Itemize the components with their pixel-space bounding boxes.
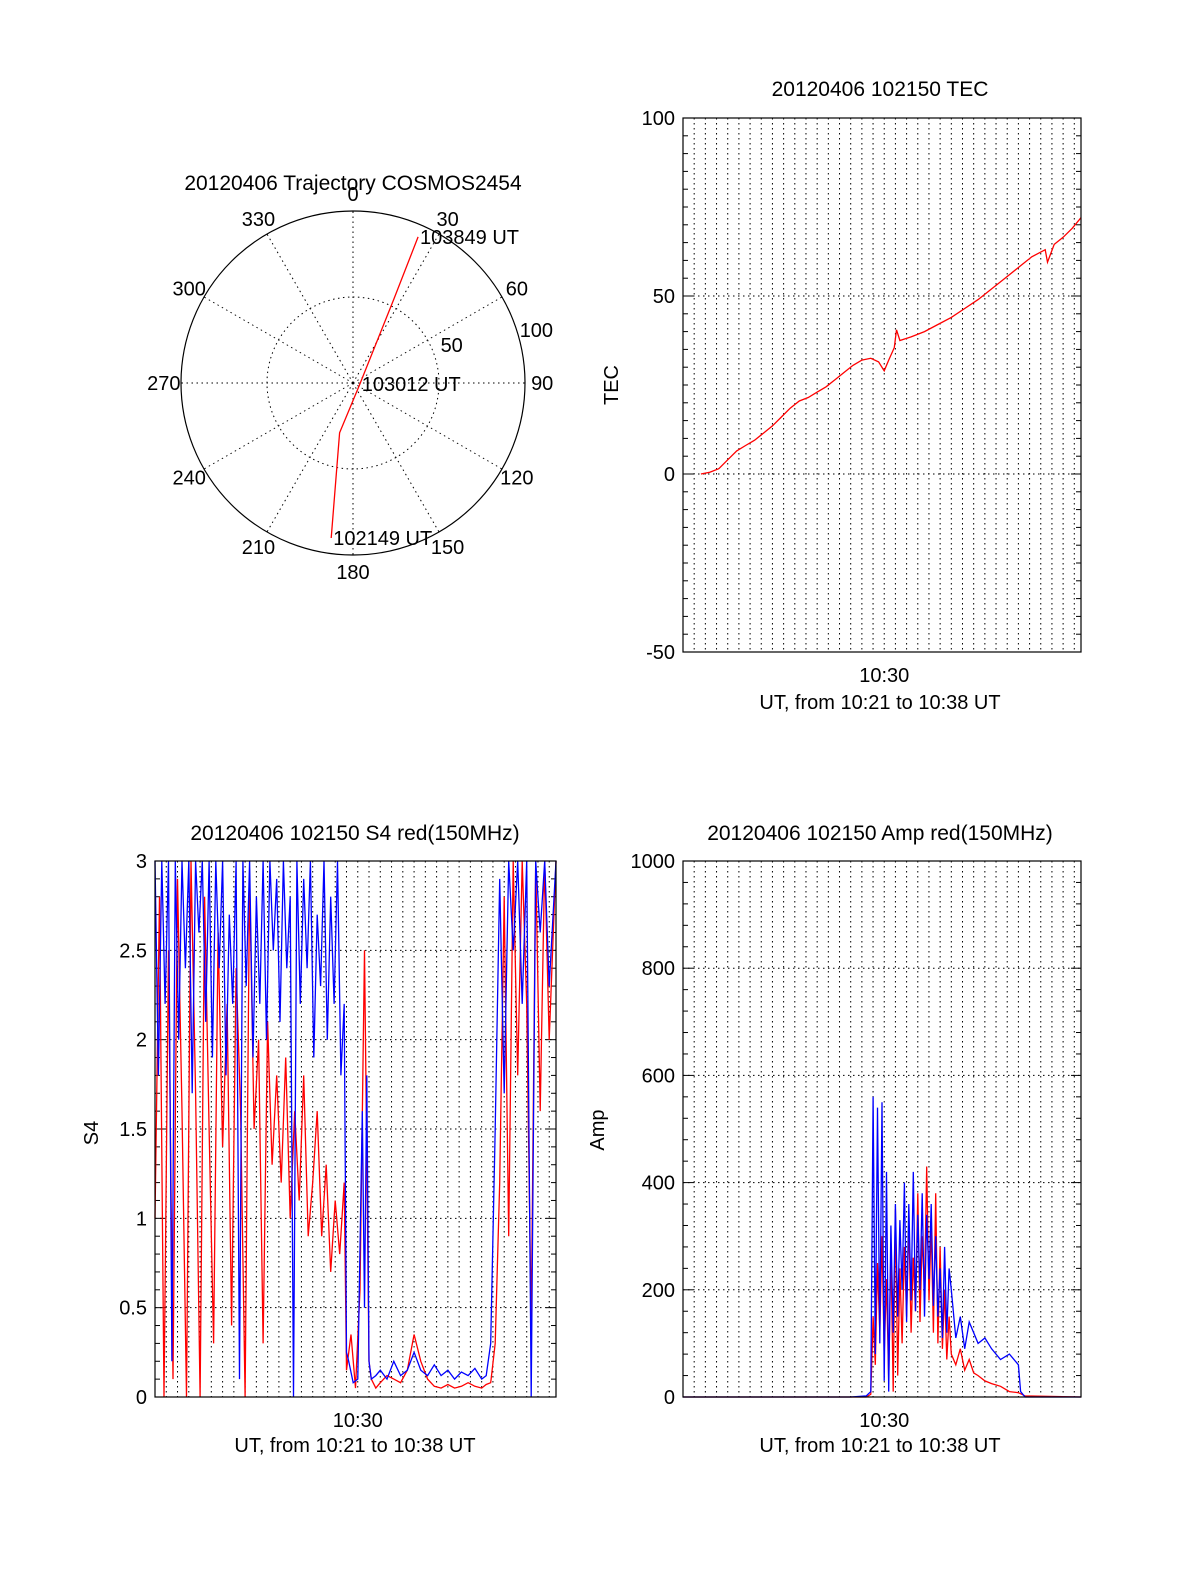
tec-plot-frame [682, 117, 1082, 653]
s4-plot-frame [154, 860, 557, 1398]
polar-trajectory-line [330, 236, 419, 539]
polar-radial-labels: 50 100 [441, 320, 554, 357]
amp-ytick-label: 600 [642, 1065, 675, 1087]
amp-ytick-label: 1000 [631, 851, 676, 873]
polar-radial-label: 100 [520, 320, 553, 342]
s4-series-blue [154, 860, 557, 1398]
polar-spoke [203, 382, 354, 470]
polar-grid [180, 210, 526, 556]
polar-time-annotation: 102149 UT [333, 528, 432, 550]
polar-angle-label: 300 [172, 278, 205, 300]
s4-ytick-label: 3 [136, 851, 147, 873]
polar-angle-label: 270 [147, 373, 180, 395]
s4-xtick-label: 10:30 [333, 1410, 383, 1432]
tec-title: 20120406 102150 TEC [772, 78, 989, 101]
polar-angle-label: 210 [242, 537, 275, 559]
amp-ytick-label: 800 [642, 958, 675, 980]
trajectory-polar-chart: 20120406 Trajectory COSMOS2454 0 30 60 90 12… [147, 172, 553, 584]
polar-angle-label: 60 [506, 278, 528, 300]
s4-ylabel: S4 [81, 1121, 103, 1145]
polar-annotations: 103849 UT 103012 UT 102149 UT [333, 227, 519, 550]
tec-xtick-label: 10:30 [859, 665, 909, 687]
polar-spoke [352, 382, 440, 533]
polar-angle-label: 330 [242, 209, 275, 231]
tec-xlabel: UT, from 10:21 to 10:38 UT [759, 692, 1000, 714]
s4-ytick-label: 1.5 [119, 1119, 147, 1141]
tec-line-chart: 20120406 102150 TEC TEC UT, from 10:21 t… [601, 78, 1082, 714]
polar-time-annotation: 103012 UT [362, 374, 461, 396]
polar-spoke [352, 296, 503, 384]
amp-series-red [683, 1166, 1082, 1398]
s4-ytick-label: 0 [136, 1387, 147, 1409]
s4-line-chart: 20120406 102150 S4 red(150MHz) S4 UT, fr… [81, 822, 557, 1457]
amp-line-chart: 20120406 102150 Amp red(150MHz) Amp UT, … [587, 822, 1082, 1457]
tec-grid [683, 118, 1081, 652]
polar-spoke [352, 382, 503, 470]
polar-angle-label: 90 [531, 373, 553, 395]
s4-series-red [154, 860, 557, 1398]
tec-ytick-label: 0 [664, 464, 675, 486]
polar-trajectory-series [330, 236, 419, 539]
polar-angle-label: 150 [431, 537, 464, 559]
polar-radial-label: 50 [441, 335, 463, 357]
amp-ytick-label: 0 [664, 1387, 675, 1409]
polar-outer-circle [180, 210, 526, 556]
s4-ytick-label: 0.5 [119, 1298, 147, 1320]
amp-plot-frame [682, 860, 1082, 1398]
amp-ylabel: Amp [587, 1109, 609, 1150]
polar-time-annotation: 103849 UT [420, 227, 519, 249]
polar-angle-label: 180 [336, 562, 369, 584]
s4-title: 20120406 102150 S4 red(150MHz) [190, 822, 519, 845]
polar-angle-label: 0 [347, 184, 358, 206]
s4-ytick-label: 2.5 [119, 940, 147, 962]
s4-ytick-label: 1 [136, 1208, 147, 1230]
s4-ytick-label: 2 [136, 1030, 147, 1052]
polar-spoke [266, 233, 354, 384]
polar-angle-label: 240 [172, 468, 205, 490]
tec-ytick-label: -50 [646, 642, 675, 664]
polar-spoke [203, 296, 354, 384]
amp-series-blue [683, 1096, 1081, 1398]
tec-ytick-label: 50 [653, 286, 675, 308]
polar-spoke [266, 382, 354, 533]
amp-ytick-label: 400 [642, 1173, 675, 1195]
s4-grid [155, 861, 556, 1397]
amp-ytick-label: 200 [642, 1280, 675, 1302]
s4-xlabel: UT, from 10:21 to 10:38 UT [234, 1435, 475, 1457]
tec-series-red [700, 217, 1082, 475]
amp-grid [683, 861, 1081, 1397]
polar-angle-labels: 0 30 60 90 120 150 180 210 240 270 300 330 [147, 184, 553, 584]
polar-angle-label: 30 [436, 209, 458, 231]
polar-angle-label: 120 [500, 468, 533, 490]
tec-ytick-label: 100 [642, 108, 675, 130]
amp-xtick-label: 10:30 [859, 1410, 909, 1432]
tec-ylabel: TEC [601, 365, 623, 405]
trajectory-title: 20120406 Trajectory COSMOS2454 [184, 172, 522, 195]
amp-title: 20120406 102150 Amp red(150MHz) [707, 822, 1053, 845]
polar-spoke [352, 233, 440, 384]
amp-xlabel: UT, from 10:21 to 10:38 UT [759, 1435, 1000, 1457]
